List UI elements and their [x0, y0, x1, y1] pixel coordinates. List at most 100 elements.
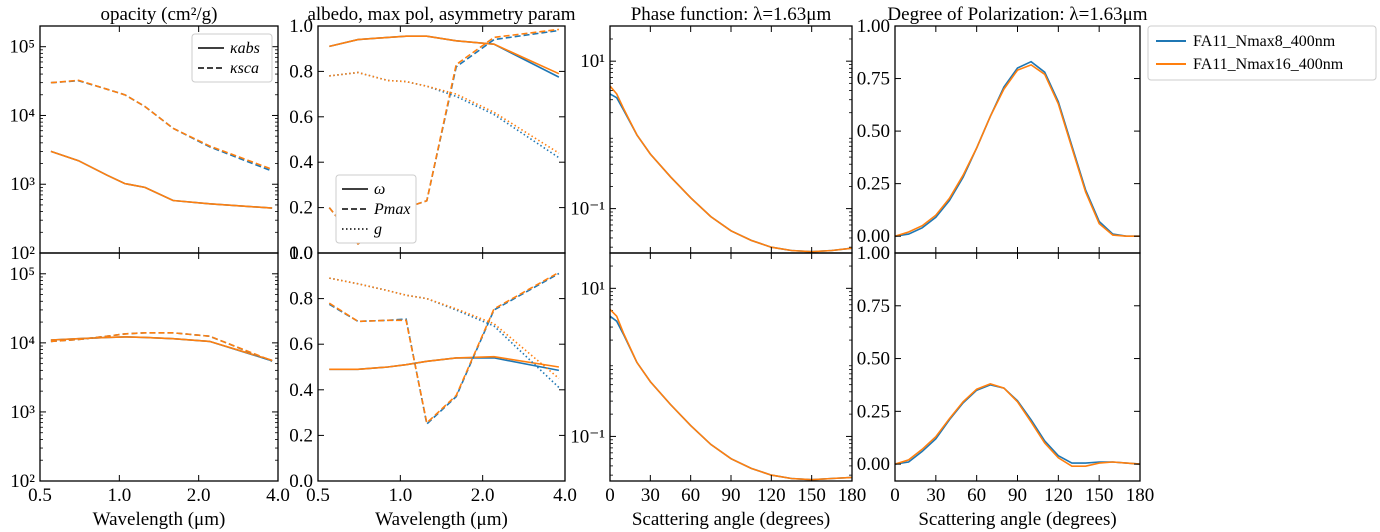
panel-title: albedo, max pol, asymmetry param — [307, 4, 575, 25]
series-line-2 — [328, 272, 560, 426]
x-tick-label: 0 — [890, 485, 900, 506]
x-tick-label: 0 — [605, 485, 615, 506]
series-line-0 — [610, 93, 852, 253]
series-line-4 — [329, 277, 560, 389]
series-line-3 — [50, 79, 273, 171]
series-line-1 — [610, 85, 852, 253]
series-group — [610, 308, 852, 481]
y-tick-label: 1.00 — [857, 243, 890, 264]
y-tick-label: 0.0 — [289, 471, 313, 492]
panel-opacity-top: 10² 10³ 10⁴ 10⁵ opacity (cm²/g) κabs κsca — [9, 4, 279, 264]
y-tick-label: 0.00 — [857, 226, 890, 247]
panel-title: opacity (cm²/g) — [100, 4, 217, 25]
panel-title: Degree of Polarization: λ=1.63μm — [887, 4, 1147, 25]
y-tick-label: 10⁵ — [9, 37, 35, 58]
y-tick-label: 10⁵ — [9, 264, 35, 285]
series-line-1 — [895, 383, 1140, 467]
x-tick-label: 1.0 — [107, 485, 131, 506]
legend-label-nmax8: FA11_Nmax8_400nm — [1193, 33, 1336, 50]
y-tick-label: 10³ — [10, 402, 35, 423]
x-tick-label: 90 — [722, 485, 741, 506]
y-tick-label: 0.75 — [857, 296, 890, 317]
x-tick-label: 4.0 — [553, 485, 577, 506]
x-tick-label: 0.5 — [28, 485, 52, 506]
y-tick-label: 0.2 — [289, 198, 313, 219]
figure-legend-box — [1147, 25, 1377, 81]
series-line-0 — [329, 35, 560, 78]
y-tick-label: 1.0 — [289, 243, 313, 264]
panel-opacity-bottom: 0.5 1.0 2.0 4.0 10² 10³ 10⁴ 10⁵ Wavelength (μm) — [9, 252, 290, 530]
y-tick-label: 1.00 — [857, 16, 890, 37]
y-tick-label: 10⁴ — [9, 105, 35, 126]
y-tick-label: 0.4 — [289, 380, 313, 401]
series-group — [50, 79, 273, 209]
plot-frame — [609, 25, 853, 254]
x-tick-label: 180 — [838, 485, 867, 506]
x-tick-label: 60 — [681, 485, 700, 506]
x-tick-label: 2.0 — [471, 485, 495, 506]
line-style-label: g — [374, 221, 382, 238]
series-line-1 — [329, 355, 560, 371]
series-group — [328, 271, 560, 426]
y-tick-label: 10² — [10, 243, 35, 264]
y-tick-label: 10⁻¹ — [570, 426, 605, 447]
y-tick-label: 10¹ — [580, 51, 605, 72]
series-line-0 — [895, 60, 1140, 237]
y-tick-label: 0.8 — [289, 289, 313, 310]
plot-frame — [317, 252, 566, 482]
x-tick-label: 30 — [926, 485, 945, 506]
panel-phase-bottom: 0 30 60 90 120 150 180 10⁻¹ 10¹ Scattering angle … — [570, 252, 867, 530]
x-tick-label: 120 — [757, 485, 786, 506]
x-tick-label: 1.0 — [388, 485, 412, 506]
line-style-label: ω — [374, 181, 385, 198]
series-line-4 — [329, 71, 560, 159]
x-tick-label: 150 — [1085, 485, 1114, 506]
line-style-label: κsca — [230, 60, 259, 77]
series-line-1 — [50, 150, 273, 209]
x-tick-label: 180 — [1126, 485, 1155, 506]
y-tick-label: 10² — [10, 471, 35, 492]
y-tick-label: 10⁻¹ — [570, 199, 605, 220]
x-tick-label: 0.5 — [306, 485, 330, 506]
y-tick-label: 10¹ — [580, 278, 605, 299]
x-tick-label: 2.0 — [187, 485, 211, 506]
x-tick-label: 90 — [1008, 485, 1027, 506]
x-tick-label: 120 — [1044, 485, 1073, 506]
y-tick-label: 0.25 — [857, 401, 890, 422]
line-style-label: Pmax — [373, 201, 410, 218]
line-style-legend: κabs κsca — [191, 33, 273, 83]
panel-phase-top: 10⁻¹ 10¹ Phase function: λ=1.63μm — [570, 4, 853, 254]
series-group — [50, 332, 273, 363]
y-tick-label: 10³ — [10, 174, 35, 195]
series-line-1 — [610, 308, 852, 481]
series-group — [895, 383, 1140, 467]
y-tick-label: 0.50 — [857, 121, 890, 142]
y-tick-label: 0.8 — [289, 61, 313, 82]
y-tick-label: 0.50 — [857, 349, 890, 370]
y-tick-label: 0.75 — [857, 69, 890, 90]
series-group — [610, 85, 852, 253]
line-style-legend: ω Pmax g — [335, 174, 417, 244]
y-tick-label: 0.00 — [857, 454, 890, 475]
x-axis-label: Scattering angle (degrees) — [632, 509, 830, 530]
x-axis-label: Wavelength (μm) — [375, 509, 508, 530]
x-axis-label: Wavelength (μm) — [93, 509, 226, 530]
figure-legend: FA11_Nmax8_400nm FA11_Nmax16_400nm — [1147, 25, 1377, 81]
legend-label-nmax16: FA11_Nmax16_400nm — [1193, 56, 1344, 73]
series-line-5 — [329, 71, 560, 154]
panel-albedo-bottom: 0.5 1.0 2.0 4.0 0.0 0.2 0.4 0.6 0.8 1.0 Wavelength… — [289, 243, 577, 530]
series-line-3 — [328, 271, 560, 425]
plot-frame — [39, 252, 279, 482]
x-axis-label: Scattering angle (degrees) — [918, 509, 1116, 530]
series-line-1 — [895, 64, 1140, 237]
panel-pol-bottom: 0 30 60 90 120 150 180 0.00 0.25 0.50 0.75 1.00 Scat… — [857, 243, 1155, 530]
line-style-label: κabs — [230, 40, 260, 57]
series-line-3 — [50, 332, 273, 362]
y-tick-label: 0.25 — [857, 174, 890, 195]
x-tick-label: 30 — [641, 485, 660, 506]
x-tick-label: 150 — [797, 485, 826, 506]
